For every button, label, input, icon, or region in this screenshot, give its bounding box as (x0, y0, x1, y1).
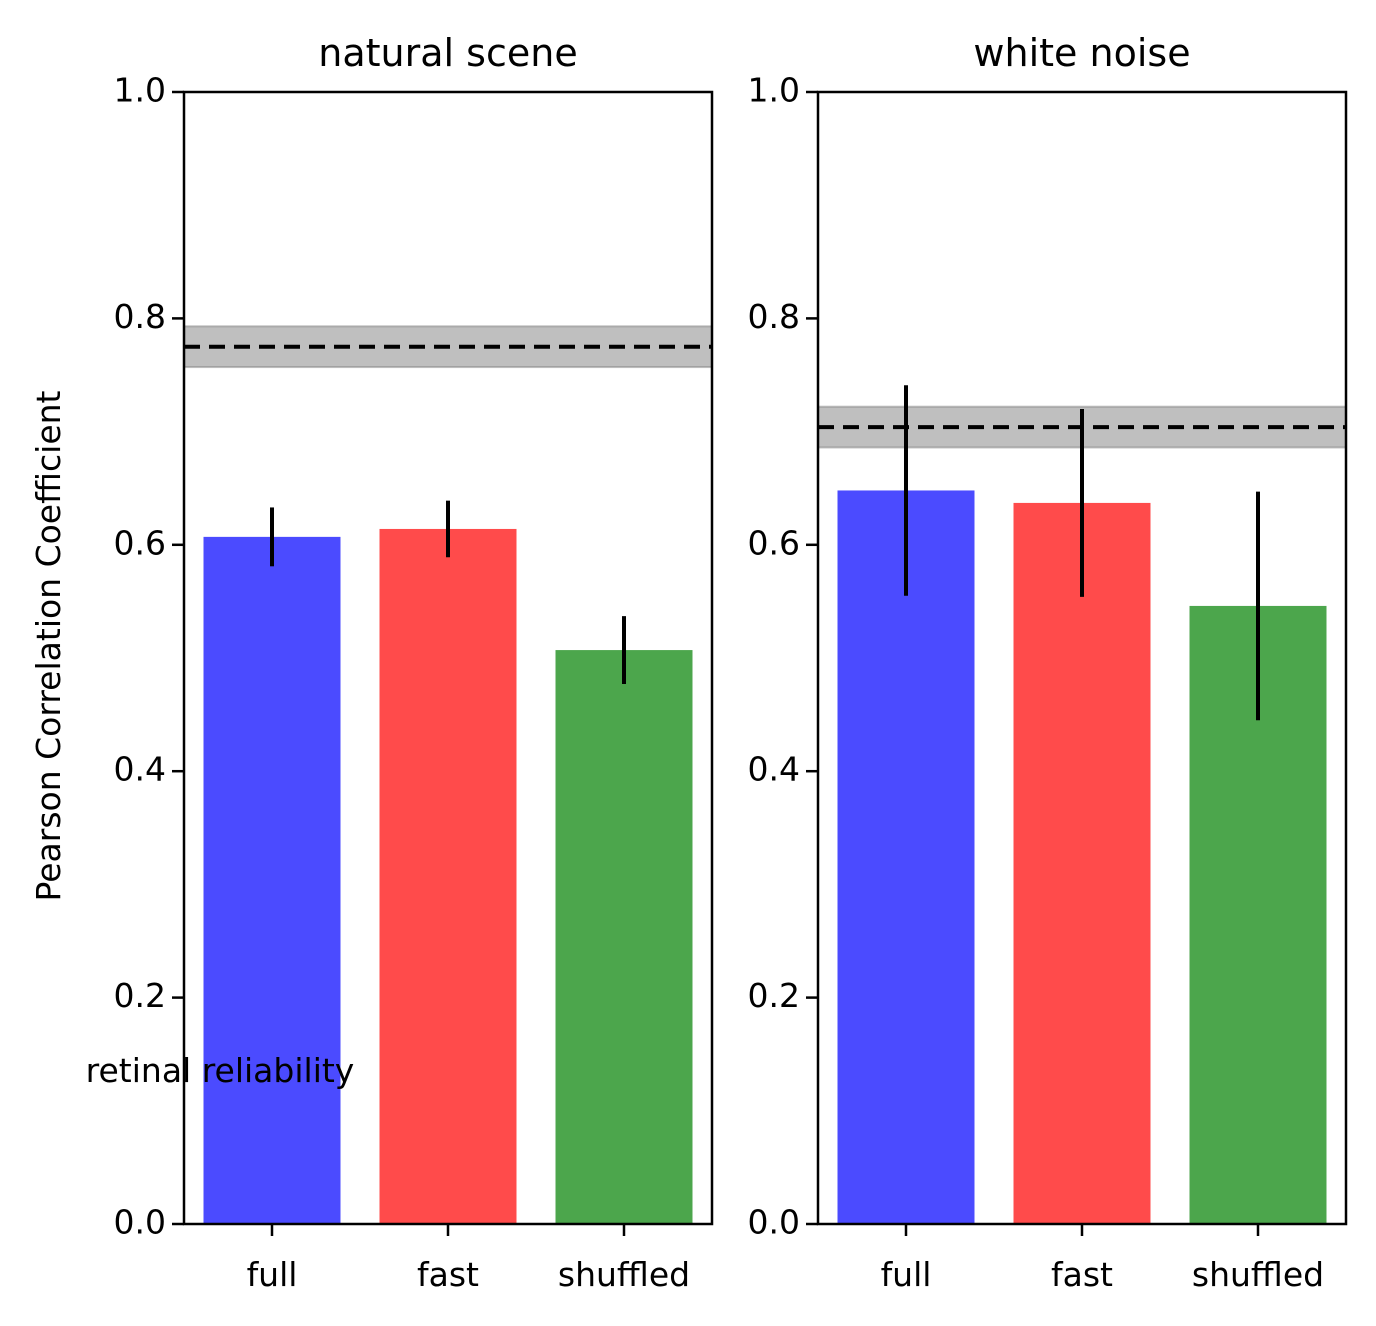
chart-title-0: natural scene (318, 31, 577, 75)
x-tick-label-fast-0: fast (417, 1255, 479, 1294)
y-tick-label-1: 0.4 (748, 750, 800, 789)
y-axis-label-0: Pearson Correlation Coefficient (29, 390, 68, 901)
y-tick-label-1: 0.2 (748, 976, 800, 1015)
y-tick-label-1: 0.6 (748, 523, 800, 562)
y-tick-label-0: 1.0 (114, 71, 166, 110)
y-tick-label-0: 0.2 (114, 976, 166, 1015)
bar-fast-1 (1013, 502, 1151, 1224)
reference-annotation-0: retinal reliability (86, 1051, 355, 1090)
x-tick-label-shuffled-0: shuffled (558, 1255, 690, 1294)
y-tick-label-0: 0.6 (114, 523, 166, 562)
bar-fast-0 (379, 528, 517, 1224)
y-tick-label-0: 0.8 (114, 297, 166, 336)
bar-full-1 (837, 490, 975, 1224)
y-tick-label-1: 1.0 (748, 71, 800, 110)
bar-full-0 (203, 536, 341, 1224)
chart-title-1: white noise (973, 31, 1190, 75)
y-tick-label-1: 0.8 (748, 297, 800, 336)
y-tick-label-0: 0.0 (114, 1203, 166, 1242)
y-tick-label-0: 0.4 (114, 750, 166, 789)
x-tick-label-full-0: full (247, 1255, 298, 1294)
y-tick-label-1: 0.0 (748, 1203, 800, 1242)
x-tick-label-full-1: full (881, 1255, 932, 1294)
bar-shuffled-0 (555, 650, 693, 1224)
x-tick-label-fast-1: fast (1051, 1255, 1113, 1294)
x-tick-label-shuffled-1: shuffled (1192, 1255, 1324, 1294)
